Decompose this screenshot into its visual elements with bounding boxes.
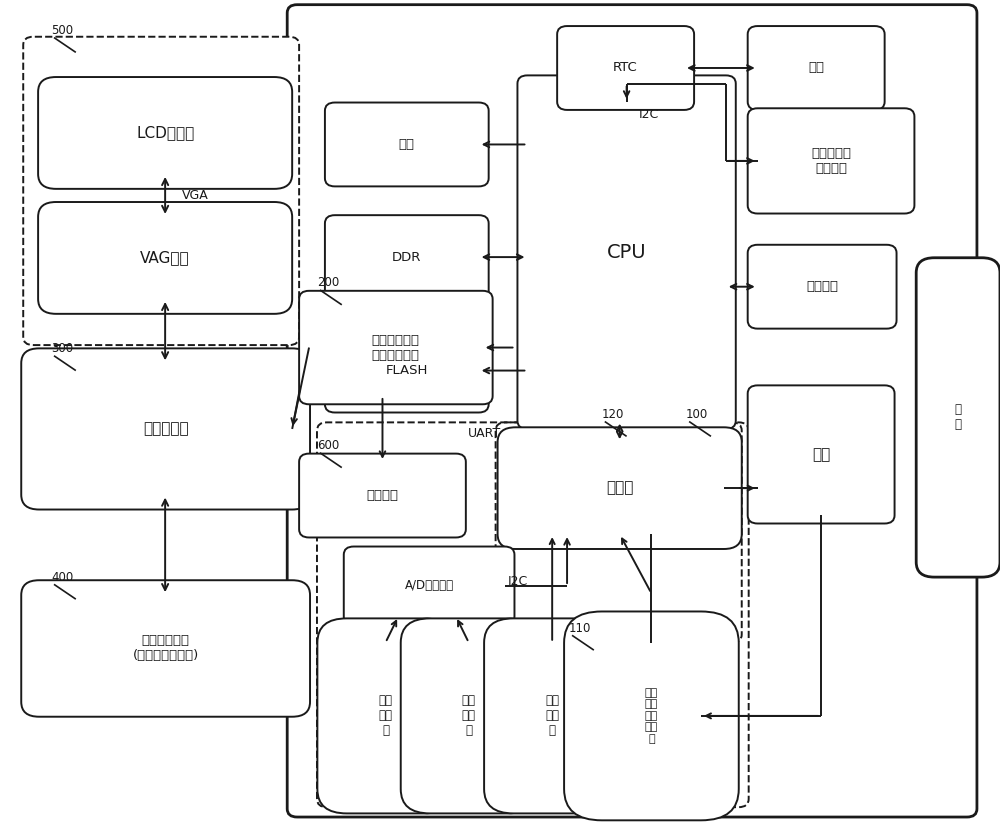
Text: CPU: CPU <box>607 243 646 262</box>
FancyBboxPatch shape <box>21 580 310 717</box>
FancyBboxPatch shape <box>21 348 310 510</box>
Text: 500: 500 <box>51 24 73 37</box>
Text: 300: 300 <box>51 342 73 355</box>
FancyBboxPatch shape <box>23 37 299 345</box>
Text: 复位及状态
指示装置: 复位及状态 指示装置 <box>811 147 851 175</box>
Text: 第一存储单元
（故障指令）: 第一存储单元 （故障指令） <box>372 333 420 361</box>
FancyBboxPatch shape <box>484 619 620 813</box>
Text: 风扇: 风扇 <box>812 447 830 462</box>
Text: 风扇
状态
检测
传感
器: 风扇 状态 检测 传感 器 <box>645 688 658 744</box>
FancyBboxPatch shape <box>325 215 489 299</box>
Text: VGA: VGA <box>182 189 209 202</box>
FancyBboxPatch shape <box>299 290 493 404</box>
Text: 电流
传感
器: 电流 传感 器 <box>462 695 476 738</box>
Text: A/D转换模块: A/D转换模块 <box>405 579 454 592</box>
Text: 110: 110 <box>569 621 591 634</box>
Text: FLASH: FLASH <box>386 364 428 377</box>
FancyBboxPatch shape <box>325 102 489 186</box>
FancyBboxPatch shape <box>401 619 537 813</box>
Text: 调试接口: 调试接口 <box>806 280 838 293</box>
FancyBboxPatch shape <box>748 108 914 214</box>
Text: VAG接口: VAG接口 <box>140 251 190 266</box>
FancyBboxPatch shape <box>748 245 897 328</box>
Text: 第二存储单元
(故障标准指令库): 第二存储单元 (故障标准指令库) <box>133 634 199 662</box>
FancyBboxPatch shape <box>748 385 895 524</box>
Text: RTC: RTC <box>613 62 638 74</box>
FancyBboxPatch shape <box>317 619 454 813</box>
Text: I2C: I2C <box>508 575 528 588</box>
Text: 400: 400 <box>51 571 73 583</box>
Text: 总线: 总线 <box>399 138 415 151</box>
FancyBboxPatch shape <box>287 5 977 817</box>
Text: 主控器: 主控器 <box>606 481 633 496</box>
FancyBboxPatch shape <box>344 546 514 625</box>
FancyBboxPatch shape <box>498 427 742 549</box>
Text: 接
口: 接 口 <box>955 403 962 431</box>
Text: 100: 100 <box>686 408 708 421</box>
Text: I2C: I2C <box>639 108 659 121</box>
FancyBboxPatch shape <box>517 75 736 429</box>
Text: 电池: 电池 <box>808 62 824 74</box>
Text: 下载端口: 下载端口 <box>366 489 398 502</box>
Text: 600: 600 <box>317 439 339 452</box>
Text: 200: 200 <box>317 276 339 290</box>
FancyBboxPatch shape <box>748 26 885 110</box>
Text: 温度
传感
器: 温度 传感 器 <box>545 695 559 738</box>
FancyBboxPatch shape <box>38 77 292 189</box>
FancyBboxPatch shape <box>38 202 292 314</box>
FancyBboxPatch shape <box>299 454 466 537</box>
Text: 诊断处理器: 诊断处理器 <box>143 422 188 436</box>
Text: DDR: DDR <box>392 251 421 264</box>
Text: UART: UART <box>468 427 501 441</box>
Text: 电压
传感
器: 电压 传感 器 <box>378 695 392 738</box>
FancyBboxPatch shape <box>325 328 489 412</box>
Text: 120: 120 <box>602 408 624 421</box>
FancyBboxPatch shape <box>916 257 1000 578</box>
FancyBboxPatch shape <box>564 611 739 820</box>
FancyBboxPatch shape <box>557 26 694 110</box>
Text: LCD显示器: LCD显示器 <box>136 125 194 140</box>
